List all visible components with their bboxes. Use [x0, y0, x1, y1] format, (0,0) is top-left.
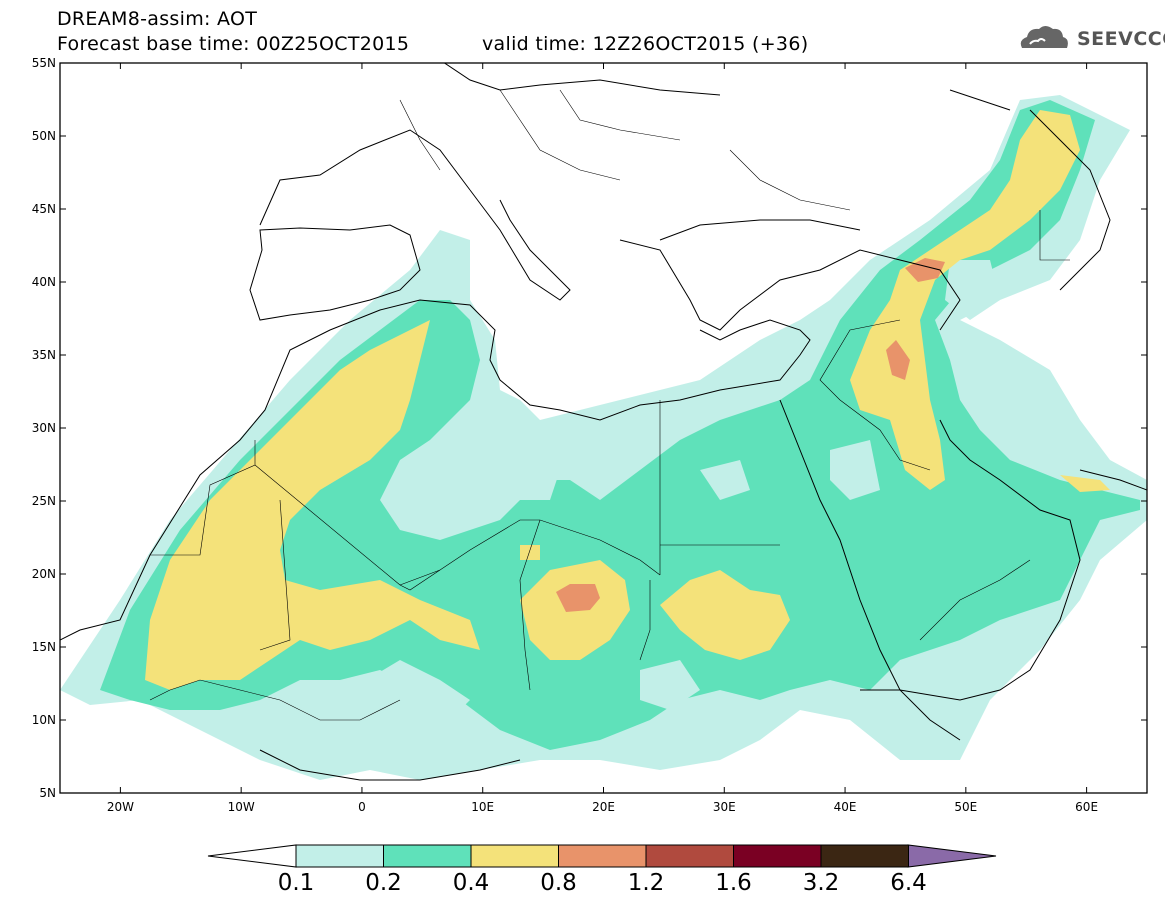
lon-tick-label: 50E — [954, 800, 977, 814]
lon-tick-label: 40E — [834, 800, 857, 814]
country-borders — [149, 89, 1070, 721]
colorbar-label: 0.4 — [452, 870, 490, 896]
colorbar-swatch — [645, 844, 734, 868]
aot-contour-layer — [60, 95, 1147, 780]
cloud-icon — [1020, 26, 1068, 48]
colorbar-swatch — [558, 844, 647, 868]
colorbar-low-arrow — [207, 844, 297, 868]
colorbar-swatch — [383, 844, 472, 868]
colorbar-label: 1.2 — [627, 870, 665, 896]
colorbar-label: 0.1 — [277, 870, 315, 896]
valid-time: valid time: 12Z26OCT2015 (+36) — [482, 33, 809, 55]
colorbar-label: 1.6 — [715, 870, 752, 896]
lon-tick-label: 60E — [1075, 800, 1098, 814]
colorbar-swatch — [733, 844, 822, 868]
colorbar-swatch — [295, 844, 384, 868]
forecast-base-time: Forecast base time: 00Z25OCT2015 — [57, 33, 410, 55]
lon-tick-label: 20E — [592, 800, 615, 814]
lat-tick-label: 25N — [32, 494, 56, 508]
colorbar-label: 0.8 — [540, 870, 577, 896]
colorbar-high-arrow — [907, 844, 997, 868]
lon-tick-label: 10W — [228, 800, 255, 814]
lat-tick-label: 20N — [32, 567, 56, 581]
colorbar-swatch — [820, 844, 909, 868]
lat-tick-label: 10N — [32, 713, 56, 727]
lon-tick-label: 0 — [358, 800, 366, 814]
latitude-axis: 55N 50N 45N 40N 35N 30N 25N 20N 15N 10N 5N — [32, 56, 1147, 800]
lat-tick-label: 5N — [39, 786, 56, 800]
lat-tick-label: 15N — [32, 640, 56, 654]
lon-tick-label: 30E — [713, 800, 736, 814]
colorbar-label: 0.2 — [365, 870, 402, 896]
coastlines — [60, 63, 1147, 781]
lat-tick-label: 30N — [32, 421, 56, 435]
lat-tick-label: 40N — [32, 275, 56, 289]
longitude-axis: 20W 10W 0 10E 20E 30E 40E 50E 60E — [107, 63, 1098, 814]
lat-tick-label: 55N — [32, 56, 56, 70]
logo-text: SEEVCCC — [1077, 28, 1165, 50]
colorbar-label: 6.4 — [890, 870, 927, 896]
colorbar-label: 3.2 — [802, 870, 840, 896]
colorbar — [207, 844, 997, 868]
lat-tick-label: 35N — [32, 348, 56, 362]
lon-tick-label: 10E — [471, 800, 494, 814]
lat-tick-label: 50N — [32, 129, 56, 143]
map-title: DREAM8-assim: AOT — [57, 8, 258, 30]
lon-tick-label: 20W — [107, 800, 134, 814]
lat-tick-label: 45N — [32, 202, 56, 216]
colorbar-swatch — [470, 844, 559, 868]
